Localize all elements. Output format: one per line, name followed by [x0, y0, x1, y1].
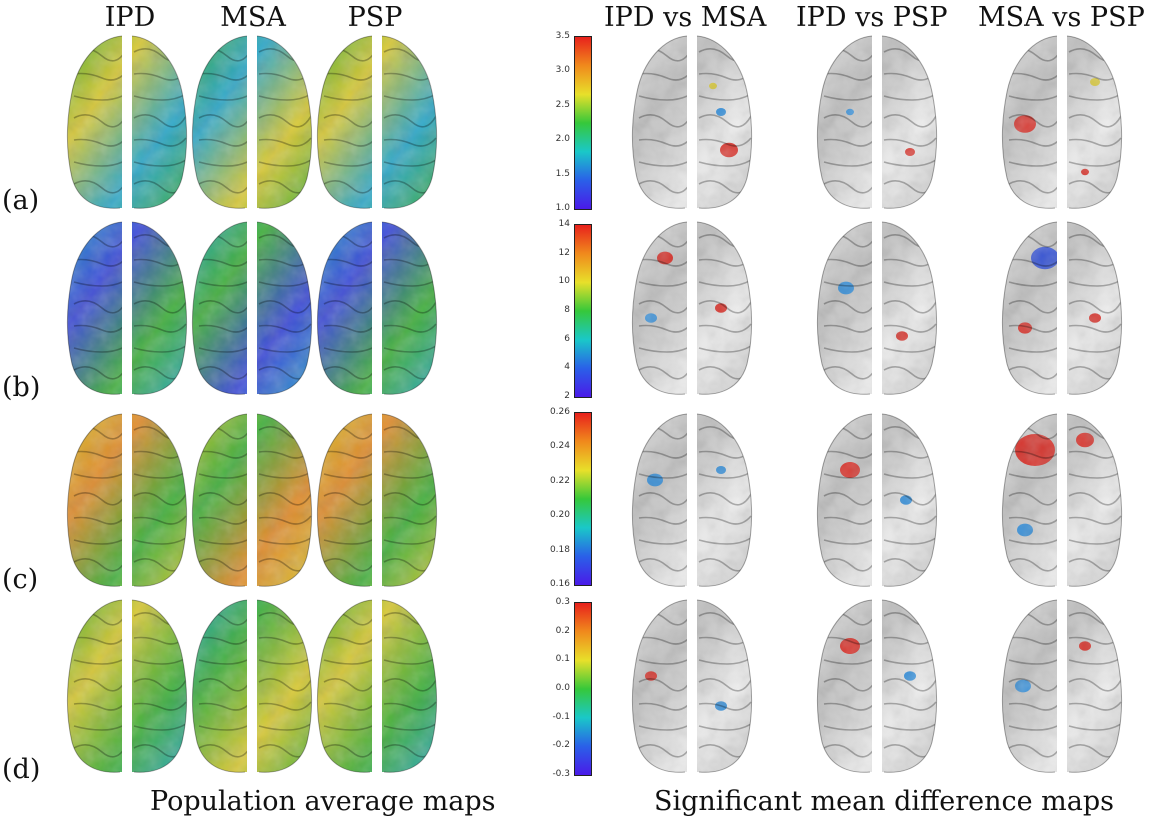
colorbar-c-tick: 0.26: [549, 407, 570, 417]
brain-a-ipd-vs-psp: [817, 35, 937, 209]
caption-population-average: Population average maps: [150, 786, 496, 817]
brain-c-ipd-vs-psp: [817, 413, 937, 587]
brain-c-ipd: [67, 413, 187, 587]
brain-b-ipd-vs-msa: [632, 221, 752, 395]
row-label-a: (a): [2, 185, 40, 216]
colorbar-a-tick: 2.0: [555, 134, 570, 145]
colorbar-b-tick: 8: [564, 305, 570, 315]
col-title-psp: PSP: [347, 2, 403, 33]
brain-a-ipd: [67, 35, 187, 209]
caption-mean-difference: Significant mean difference maps: [654, 786, 1115, 817]
colorbar-d-tick: -0.1: [552, 711, 570, 722]
brain-d-ipd-vs-psp: [817, 599, 937, 773]
colorbar-a-tick: 1.5: [555, 168, 570, 179]
colorbar-b-tick: 4: [564, 362, 570, 373]
col-title-ipd-vs-psp: IPD vs PSP: [796, 2, 948, 33]
brain-d-msa: [192, 599, 312, 773]
colorbar-b-tick: 14: [558, 219, 570, 229]
colorbar-d-tick: -0.3: [552, 769, 570, 779]
colorbar-c-tick: 0.22: [549, 475, 570, 486]
colorbar-d-tick: 0.0: [555, 683, 570, 693]
brain-c-msa-vs-psp: [1002, 413, 1122, 587]
brain-a-msa: [192, 35, 312, 209]
brain-d-ipd-vs-msa: [632, 599, 752, 773]
row-label-d: (d): [2, 754, 41, 785]
brain-d-ipd: [67, 599, 187, 773]
brain-b-ipd-vs-psp: [817, 221, 937, 395]
brain-c-ipd-vs-msa: [632, 413, 752, 587]
brain-b-psp: [317, 221, 437, 395]
col-title-ipd-vs-msa: IPD vs MSA: [604, 2, 767, 33]
colorbar-a-tick: 2.5: [555, 99, 570, 110]
brain-c-psp: [317, 413, 437, 587]
row-label-c: (c): [2, 564, 39, 595]
colorbar-c-tick: 0.24: [549, 441, 570, 452]
colorbar-a: [574, 36, 592, 210]
colorbar-c-tick: 0.18: [549, 544, 570, 555]
brain-b-msa-vs-psp: [1002, 221, 1122, 395]
brain-a-psp: [317, 35, 437, 209]
colorbar-a-tick: 1.0: [555, 203, 570, 213]
colorbar-a-tick: 3.5: [555, 31, 570, 41]
colorbar-b-tick: 10: [558, 276, 570, 287]
colorbar-a-tick: 3.0: [555, 65, 570, 76]
colorbar-b-tick: 2: [564, 391, 570, 401]
col-title-msa: MSA: [220, 2, 286, 33]
colorbar-d-tick: 0.1: [555, 654, 570, 665]
brain-a-ipd-vs-msa: [632, 35, 752, 209]
colorbar-b-tick: 6: [564, 333, 570, 344]
colorbar-d-tick: -0.2: [552, 740, 570, 751]
colorbar-d: [574, 602, 592, 776]
brain-d-psp: [317, 599, 437, 773]
brain-c-msa: [192, 413, 312, 587]
colorbar-d-tick: 0.2: [555, 625, 570, 636]
col-title-ipd: IPD: [104, 2, 156, 33]
colorbar-c-tick: 0.20: [549, 510, 570, 521]
colorbar-c: [574, 412, 592, 586]
brain-a-msa-vs-psp: [1002, 35, 1122, 209]
colorbar-b-tick: 12: [558, 247, 570, 258]
brain-b-ipd: [67, 221, 187, 395]
colorbar-b: [574, 224, 592, 398]
colorbar-c-tick: 0.16: [549, 579, 570, 589]
brain-d-msa-vs-psp: [1002, 599, 1122, 773]
row-label-b: (b): [2, 372, 41, 403]
brain-b-msa: [192, 221, 312, 395]
col-title-msa-vs-psp: MSA vs PSP: [978, 2, 1145, 33]
colorbar-d-tick: 0.3: [555, 597, 570, 607]
